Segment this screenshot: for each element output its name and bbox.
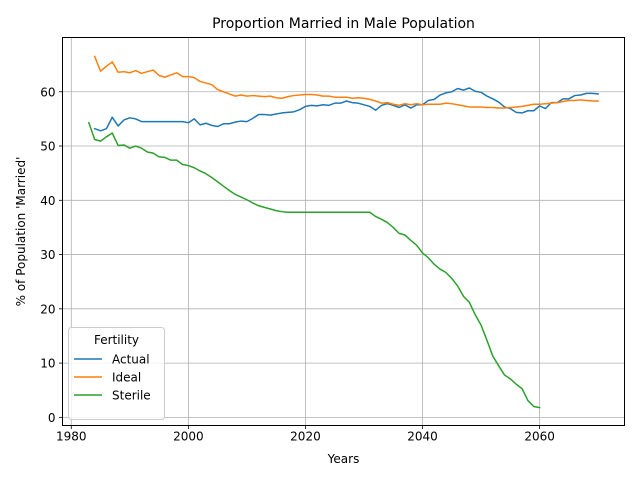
y-axis-ticks: 0 10 20 30 40 50 60 xyxy=(40,85,63,425)
legend-box xyxy=(68,327,165,420)
legend-label-sterile: Sterile xyxy=(112,389,151,403)
series-line-sterile xyxy=(87,121,541,409)
x-tick-label: 2020 xyxy=(290,430,321,444)
legend-title: Fertility xyxy=(94,333,139,347)
y-axis-label: % of Population 'Married' xyxy=(14,157,28,307)
y-tick-label: 30 xyxy=(40,248,55,262)
y-tick-label: 60 xyxy=(40,85,55,99)
x-tick-label: 2000 xyxy=(173,430,204,444)
plot-area-frame xyxy=(62,37,625,426)
y-tick-label: 0 xyxy=(48,411,56,425)
series-lines xyxy=(87,55,599,409)
legend: Fertility Actual Ideal Sterile xyxy=(68,327,165,420)
x-tick-label: 2060 xyxy=(524,430,555,444)
x-tick-label: 1980 xyxy=(56,430,87,444)
series-line-actual xyxy=(93,87,599,132)
y-tick-label: 20 xyxy=(40,302,55,316)
x-axis-label: Years xyxy=(327,452,360,466)
grid-lines xyxy=(62,37,625,426)
chart-title: Proportion Married in Male Population xyxy=(212,16,475,32)
y-tick-label: 10 xyxy=(40,357,55,371)
y-tick-label: 50 xyxy=(40,140,55,154)
y-tick-label: 40 xyxy=(40,194,55,208)
legend-label-actual: Actual xyxy=(112,353,150,367)
legend-label-ideal: Ideal xyxy=(112,371,141,385)
x-tick-label: 2040 xyxy=(407,430,438,444)
legend-entries: Actual Ideal Sterile xyxy=(74,353,151,403)
x-axis-ticks: 1980 2000 2020 2040 2060 xyxy=(56,425,555,444)
series-line-ideal xyxy=(93,55,599,109)
